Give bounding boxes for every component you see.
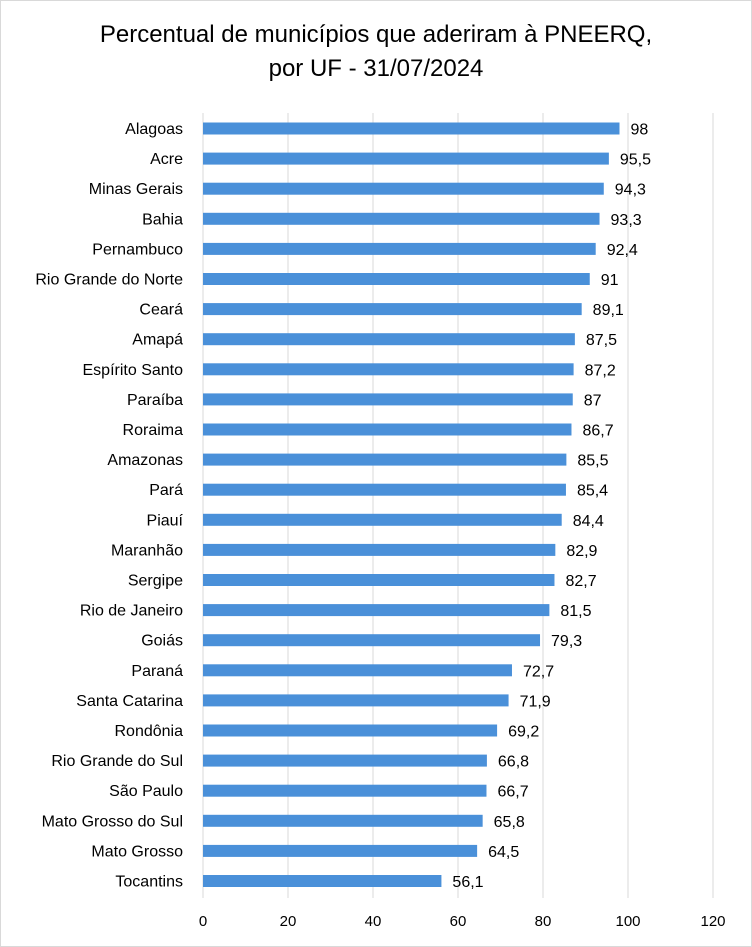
- category-label: Paraíba: [127, 392, 183, 409]
- bar: [203, 182, 604, 195]
- bar: [203, 423, 572, 436]
- category-label: Sergipe: [128, 573, 183, 590]
- x-tick-label: 80: [535, 913, 552, 930]
- x-axis-ticks: 0 20 40 60 80 100 120: [199, 913, 726, 930]
- bar: [203, 754, 487, 767]
- value-label: 98: [631, 122, 649, 139]
- value-label: 65,8: [494, 814, 525, 831]
- category-label: Amapá: [132, 332, 183, 349]
- bar: [203, 483, 566, 496]
- value-label: 85,4: [577, 483, 608, 500]
- bars: [203, 122, 620, 887]
- bar: [203, 694, 509, 707]
- value-label: 87,2: [585, 362, 616, 379]
- category-label: Rio Grande do Norte: [35, 272, 183, 289]
- value-label: 95,5: [620, 152, 651, 169]
- value-label: 72,7: [523, 663, 554, 680]
- bar: [203, 574, 555, 586]
- x-tick-label: 20: [280, 913, 297, 930]
- category-label: Rondônia: [115, 723, 184, 740]
- value-label: 66,8: [498, 754, 529, 771]
- value-label: 82,7: [565, 573, 596, 590]
- value-label: 69,2: [508, 724, 539, 741]
- gridlines: [202, 113, 714, 898]
- category-label: Santa Catarina: [76, 693, 183, 710]
- value-label: 89,1: [593, 302, 624, 319]
- category-label: Mato Grosso do Sul: [42, 813, 183, 830]
- value-label: 79,3: [551, 633, 582, 650]
- x-tick-label: 40: [365, 913, 382, 930]
- bar: [203, 303, 582, 316]
- category-label: Pará: [149, 482, 183, 499]
- category-labels: Alagoas Acre Minas Gerais Bahia Pernambuco Ri…: [35, 121, 183, 891]
- x-tick-label: 120: [700, 913, 725, 930]
- bar: [203, 333, 575, 346]
- chart-title: Percentual de municípios que aderiram à …: [0, 18, 752, 86]
- x-tick-label: 0: [199, 913, 207, 930]
- value-label: 87: [584, 392, 602, 409]
- bar: [203, 664, 512, 677]
- bar: [203, 363, 574, 376]
- category-label: Amazonas: [107, 452, 183, 469]
- bar: [203, 543, 556, 556]
- value-label: 93,3: [611, 212, 642, 229]
- category-label: Ceará: [139, 302, 183, 319]
- bar: [203, 634, 541, 647]
- bar: [203, 604, 550, 617]
- x-tick-label: 100: [615, 913, 640, 930]
- value-label: 91: [601, 272, 619, 289]
- bar: [203, 242, 596, 255]
- bar: [203, 513, 562, 526]
- bar: [203, 784, 487, 797]
- chart-title-line-2: por UF - 31/07/2024: [268, 55, 484, 82]
- x-tick-label: 60: [450, 913, 467, 930]
- bar: [203, 273, 590, 285]
- value-label: 56,1: [452, 874, 483, 891]
- category-label: Pernambuco: [92, 241, 183, 258]
- value-label: 71,9: [520, 693, 551, 710]
- category-label: Bahia: [142, 211, 183, 228]
- bar: [203, 724, 498, 737]
- category-label: Rio de Janeiro: [80, 603, 183, 620]
- category-label: Alagoas: [125, 121, 183, 138]
- value-label: 94,3: [615, 182, 646, 199]
- bar: [203, 814, 483, 827]
- bar: [203, 152, 609, 165]
- value-label: 66,7: [497, 784, 528, 801]
- category-label: Roraima: [123, 422, 184, 439]
- bar: [203, 212, 600, 225]
- bar: [203, 844, 478, 857]
- value-label: 85,5: [577, 453, 608, 470]
- category-label: Minas Gerais: [89, 181, 183, 198]
- category-label: Rio Grande do Sul: [51, 753, 183, 770]
- category-label: Paraná: [131, 663, 183, 680]
- category-label: Mato Grosso: [91, 843, 183, 860]
- bar: [203, 875, 442, 887]
- bar: [203, 122, 620, 135]
- bar: [203, 393, 573, 406]
- category-label: Espírito Santo: [83, 362, 184, 379]
- category-label: São Paulo: [109, 783, 183, 800]
- value-label: 84,4: [573, 513, 604, 530]
- chart-title-line-1: Percentual de municípios que aderiram à …: [99, 21, 653, 48]
- value-label: 81,5: [560, 603, 591, 620]
- value-label: 82,9: [566, 543, 597, 560]
- value-labels: 98 95,5 94,3 93,3 92,4 91 89,1 87,5 87,2 87 86,7 85…: [452, 122, 651, 892]
- category-label: Piauí: [147, 512, 184, 529]
- category-label: Goiás: [141, 633, 183, 650]
- category-label: Acre: [150, 151, 183, 168]
- value-label: 86,7: [582, 423, 613, 440]
- value-label: 64,5: [488, 844, 519, 861]
- category-label: Maranhão: [111, 542, 183, 559]
- value-label: 87,5: [586, 332, 617, 349]
- bar: [203, 453, 567, 466]
- value-label: 92,4: [607, 242, 638, 259]
- category-label: Tocantins: [115, 874, 183, 891]
